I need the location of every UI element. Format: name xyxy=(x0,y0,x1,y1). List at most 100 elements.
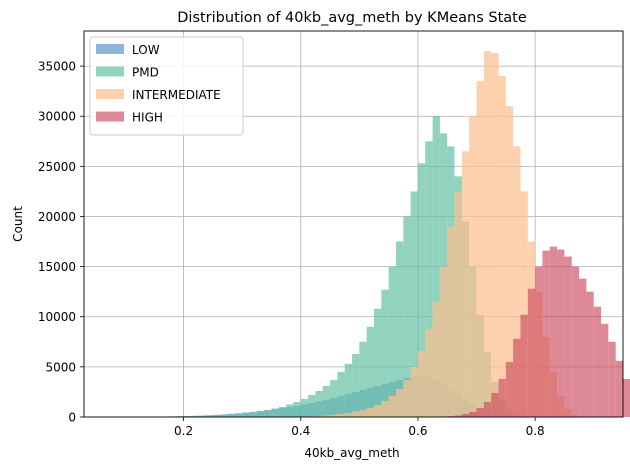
histogram-bar xyxy=(483,401,492,417)
histogram-bar xyxy=(374,308,382,417)
histogram-bar xyxy=(337,413,345,417)
histogram-bar xyxy=(330,414,338,417)
histogram-bar xyxy=(410,191,418,417)
histogram-bar xyxy=(513,338,521,417)
histogram-bar xyxy=(417,163,426,417)
histogram-bar xyxy=(476,81,484,417)
x-tick-label: 0.2 xyxy=(174,424,193,438)
histogram-bar xyxy=(542,250,550,417)
legend-label: HIGH xyxy=(132,111,163,125)
histogram-bar xyxy=(527,288,536,417)
histogram-bar xyxy=(608,341,616,417)
histogram-bar xyxy=(425,141,433,418)
histogram-bar xyxy=(300,398,309,417)
histogram-bar xyxy=(220,414,228,417)
histogram-bar xyxy=(439,266,448,417)
histogram-bar xyxy=(234,413,243,417)
histogram-bar xyxy=(615,360,623,417)
histogram-bars xyxy=(154,51,630,418)
histogram-bar xyxy=(549,246,558,417)
histogram-bar xyxy=(425,328,433,417)
legend-item-low: LOW xyxy=(96,43,160,57)
chart-title: Distribution of 40kb_avg_meth by KMeans … xyxy=(177,10,527,26)
histogram-bar xyxy=(249,412,257,417)
y-axis-label: Count xyxy=(11,206,25,242)
histogram-bar xyxy=(344,412,353,417)
histogram-bar xyxy=(388,395,396,417)
y-tick-label: 15000 xyxy=(38,260,76,274)
histogram-bar xyxy=(476,407,484,417)
histogram-bar xyxy=(454,191,462,417)
histogram-bar xyxy=(623,378,630,417)
histogram-bar xyxy=(454,415,462,417)
histogram-bar xyxy=(337,371,345,417)
histogram-bar xyxy=(535,266,543,417)
histogram-bar xyxy=(593,306,602,417)
histogram-bar xyxy=(505,361,514,417)
histogram-bar xyxy=(513,146,521,417)
legend-box xyxy=(89,36,244,136)
x-tick-label: 0.4 xyxy=(291,424,310,438)
histogram-bar xyxy=(286,404,294,417)
histogram-bar xyxy=(315,390,323,417)
histogram-bar xyxy=(483,51,492,418)
histogram-bar xyxy=(308,394,316,417)
histogram-bar xyxy=(198,415,206,417)
y-axis-ticks: 0 5000 10000 15000 20000 25000 30000 35000 xyxy=(38,60,84,425)
legend-label: PMD xyxy=(132,66,159,80)
histogram-bar xyxy=(278,406,287,417)
histogram-bar xyxy=(359,341,367,417)
histogram-bar xyxy=(264,409,272,417)
histogram-bar xyxy=(461,151,470,417)
histogram-bar xyxy=(242,413,250,417)
histogram-bar xyxy=(322,415,331,417)
histogram-bar xyxy=(381,400,389,417)
histogram-bar xyxy=(381,289,389,417)
histogram-bar xyxy=(557,249,565,417)
histogram-bar xyxy=(469,116,477,418)
histogram-bar xyxy=(469,411,477,417)
histogram-bar xyxy=(432,116,440,418)
histogram-bar xyxy=(432,301,440,417)
histogram-bar xyxy=(395,241,404,417)
legend-label: INTERMEDIATE xyxy=(132,88,221,102)
histogram-bar xyxy=(520,314,528,417)
legend-swatch xyxy=(96,66,124,77)
histogram-bar xyxy=(417,350,426,417)
histogram-bar xyxy=(601,323,609,417)
histogram-bar xyxy=(344,363,353,417)
histogram-bar xyxy=(374,404,382,417)
histogram-bar xyxy=(564,256,572,417)
histogram-bar xyxy=(461,413,470,417)
y-tick-label: 0 xyxy=(68,411,76,425)
histogram-bar xyxy=(403,216,411,417)
histogram-bar xyxy=(410,366,418,417)
x-tick-label: 0.6 xyxy=(408,424,427,438)
histogram-bar xyxy=(205,415,213,417)
histogram-bar xyxy=(315,415,323,417)
legend-item-pmd: PMD xyxy=(96,66,159,80)
y-tick-label: 20000 xyxy=(38,210,76,224)
histogram-bar xyxy=(271,408,279,417)
y-tick-label: 25000 xyxy=(38,160,76,174)
y-tick-label: 30000 xyxy=(38,110,76,124)
histogram-bar xyxy=(388,266,396,417)
x-axis-label: 40kb_avg_meth xyxy=(304,446,399,460)
legend-item-intermediate: INTERMEDIATE xyxy=(96,88,221,102)
histogram-bar xyxy=(227,414,235,417)
histogram-bar xyxy=(366,407,375,417)
histogram-bar xyxy=(352,411,360,417)
histogram-bar xyxy=(491,392,499,417)
histogram-bar xyxy=(586,291,594,417)
plot-frame xyxy=(83,30,624,418)
histogram-bar xyxy=(395,388,404,417)
legend-label: LOW xyxy=(132,43,160,57)
histogram-bar xyxy=(293,401,301,417)
histogram-bar xyxy=(498,76,506,417)
histogram-bar xyxy=(579,278,587,417)
x-axis-ticks: 0.2 0.4 0.6 0.8 xyxy=(174,417,545,438)
x-tick-label: 0.8 xyxy=(526,424,545,438)
histogram-bar xyxy=(491,53,499,418)
legend-swatch xyxy=(96,44,124,54)
histogram-bar xyxy=(447,226,455,417)
